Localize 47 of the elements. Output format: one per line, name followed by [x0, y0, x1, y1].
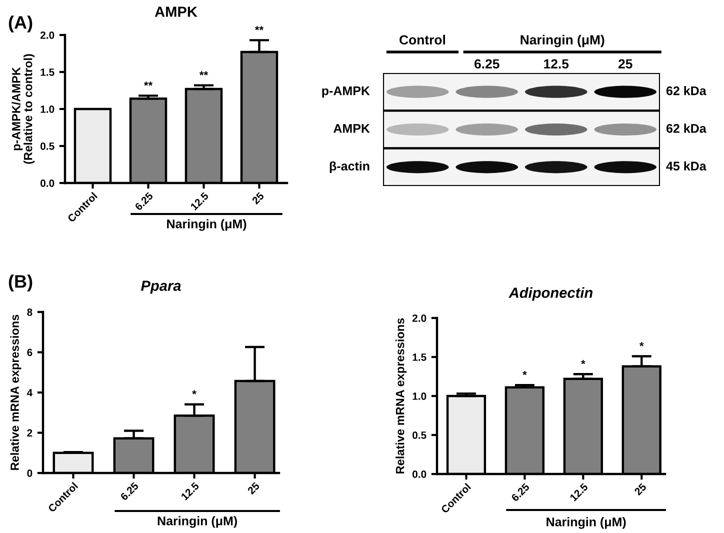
annotation: *: [522, 370, 527, 376]
category-label: 12.5: [544, 59, 569, 69]
y-axis-title: Relative mRNA expressions: [10, 314, 22, 470]
y-tick-label: 0.5: [40, 142, 54, 150]
annotation: **: [199, 71, 208, 76]
y-tick-label: 0.0: [412, 470, 426, 478]
category-label: 45 kDa: [666, 161, 706, 171]
text: Control: [400, 34, 445, 45]
y-tick-label: 8: [27, 308, 32, 316]
chart-title: Ppara: [140, 280, 181, 294]
category-label: 6.25: [474, 59, 500, 69]
annotation: **: [254, 26, 264, 30]
category-label: β-actin: [330, 161, 370, 173]
chart-title: AMPK: [154, 6, 198, 17]
y-axis-title: Relative mRNA expressions: [396, 318, 407, 474]
y-tick-label: 1.5: [412, 354, 426, 361]
annotation: *: [192, 390, 196, 394]
y-tick-label: 1.0: [40, 106, 54, 113]
y-tick-label: 0: [27, 470, 32, 477]
y-tick-label: 4: [26, 389, 33, 396]
text: (B): [8, 274, 32, 292]
y-tick-label: 1.5: [40, 68, 54, 76]
y-tick-label: 0.5: [412, 432, 426, 439]
y-tick-label: 2: [27, 429, 32, 437]
annotation: **: [144, 82, 153, 86]
text: (A): [8, 16, 32, 32]
y-tick-label: 6: [27, 348, 32, 356]
y-tick-label: 1.0: [412, 392, 426, 400]
category-label: 62 kDa: [666, 86, 706, 96]
category-label: 25: [618, 59, 632, 69]
annotation: *: [581, 360, 586, 364]
y-tick-label: 0.0: [40, 180, 54, 187]
category-label: AMPK: [334, 124, 370, 133]
x-tick-label: 25: [247, 482, 260, 495]
y-axis-title: p-AMPK/AMPK (Relative to control): [12, 54, 35, 164]
category-label: 62 kDa: [666, 124, 706, 133]
annotation: *: [639, 342, 644, 346]
chart-title: Adiponectin: [508, 287, 593, 301]
y-tick-label: 2.0: [40, 32, 54, 39]
x-axis-title: Naringin (μM): [546, 517, 626, 529]
text: Naringin (μM): [520, 34, 604, 48]
x-axis-title: Naringin (μM): [167, 219, 246, 231]
y-tick-label: 2.0: [412, 314, 426, 322]
x-tick-label: 25: [252, 192, 264, 205]
x-axis-title: Naringin (μM): [158, 516, 237, 528]
category-label: p-AMPK: [322, 86, 370, 98]
x-tick-label: 25: [634, 482, 647, 496]
